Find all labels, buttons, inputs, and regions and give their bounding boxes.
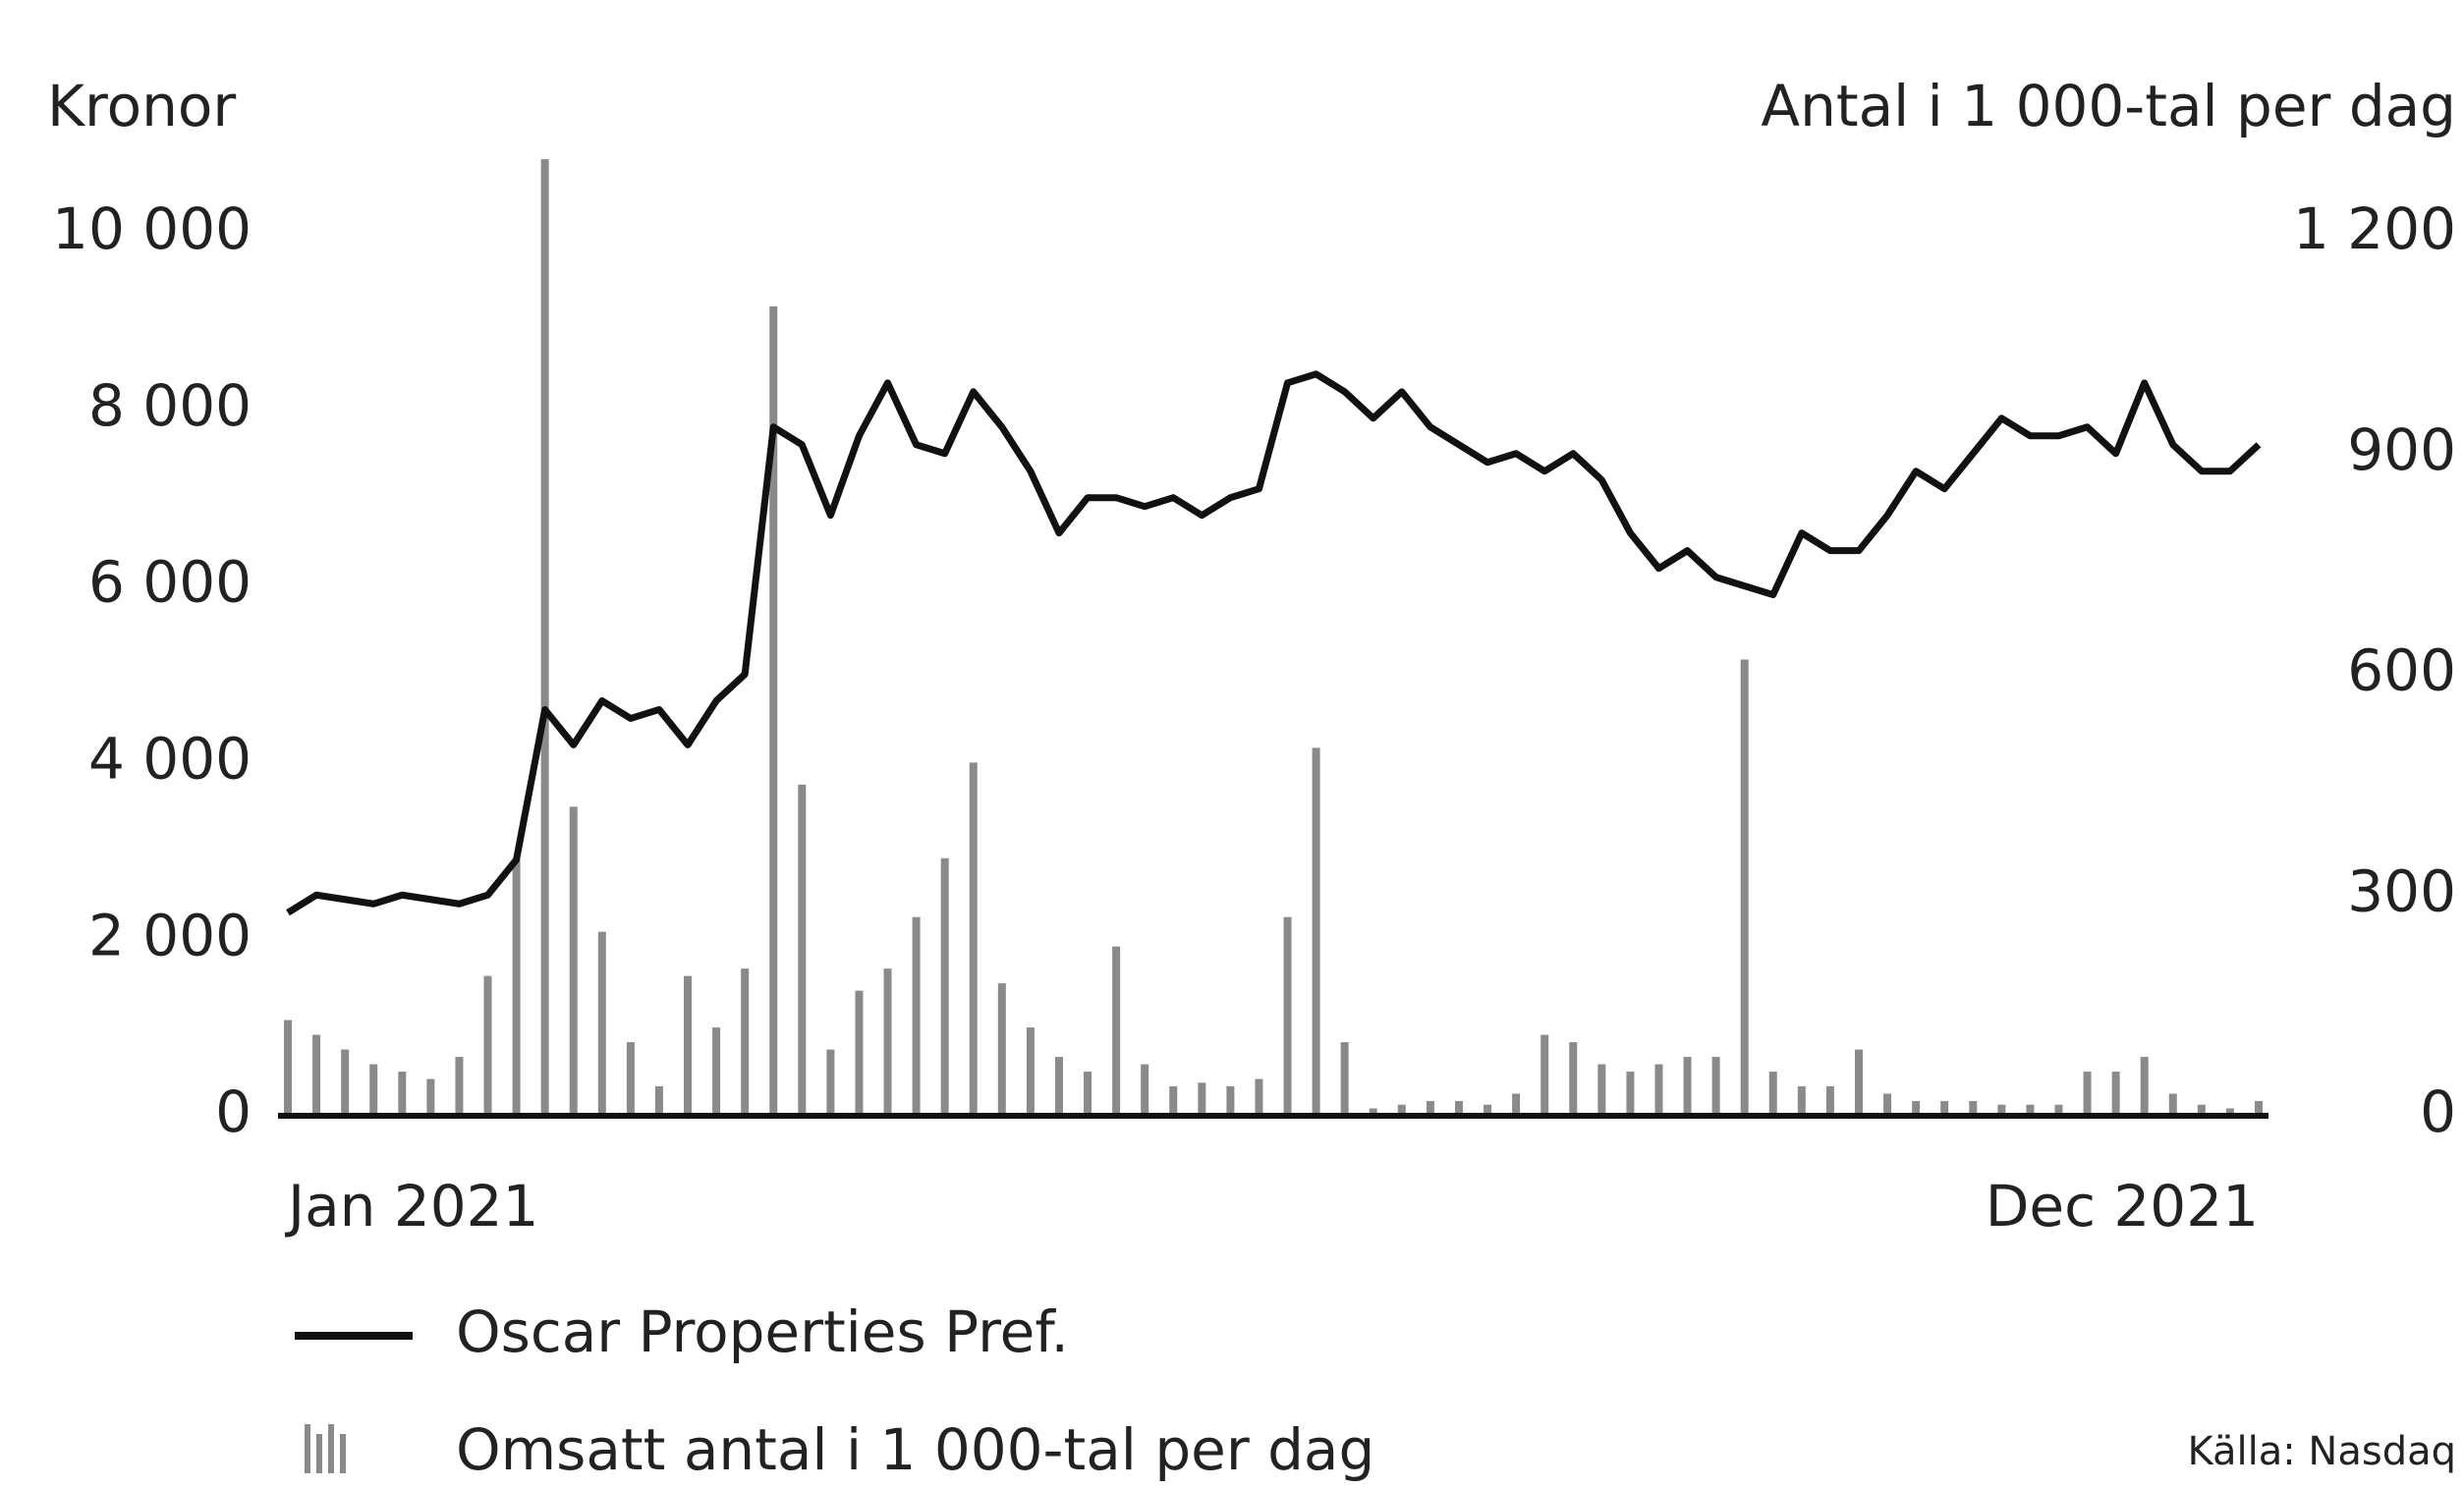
volume-bar	[969, 762, 978, 1116]
volume-bar	[1768, 1072, 1777, 1116]
price-line	[286, 370, 2262, 916]
volume-bar	[312, 1034, 321, 1116]
legend-swatch	[328, 1424, 334, 1473]
volume-bar	[426, 1078, 435, 1116]
volume-bar	[769, 305, 778, 1117]
volume-bar	[1312, 747, 1320, 1116]
volume-bar	[2197, 1104, 2206, 1116]
volume-bar	[712, 1027, 721, 1116]
legend-swatch	[316, 1434, 322, 1473]
volume-bar	[912, 916, 921, 1116]
volume-bar	[2083, 1072, 2092, 1116]
volume-bar	[940, 857, 949, 1116]
y2-tick-label: 1 200	[2293, 195, 2456, 262]
volume-bar	[1540, 1034, 1549, 1116]
volume-bar	[1825, 1086, 1834, 1116]
volume-bar	[369, 1064, 378, 1116]
volume-bar	[1940, 1101, 1949, 1116]
volume-bar	[483, 975, 492, 1116]
volume-bar	[1283, 916, 1292, 1116]
volume-bar	[1397, 1104, 1406, 1116]
x-tick-label: Jan 2021	[285, 1173, 538, 1240]
volume-bar	[1198, 1082, 1206, 1116]
volume-bar	[2140, 1057, 2149, 1116]
volume-bar	[1054, 1057, 1063, 1116]
volume-bar	[1141, 1064, 1149, 1116]
volume-bar	[1569, 1042, 1578, 1116]
volume-bar	[684, 975, 693, 1116]
y2-axis-title: Antal i 1 000-tal per dag	[1761, 73, 2456, 139]
volume-bar	[1797, 1086, 1806, 1116]
volume-bar	[855, 990, 864, 1116]
y-tick-label: 2 000	[88, 902, 252, 968]
volume-bar	[1084, 1072, 1092, 1116]
volume-bar	[2026, 1104, 2035, 1116]
legend-swatch	[305, 1424, 310, 1473]
volume-bar	[1740, 659, 1749, 1116]
volume-bar	[1255, 1078, 1263, 1116]
volume-bar	[540, 159, 549, 1117]
volume-bar	[654, 1086, 663, 1116]
volume-bar	[2225, 1108, 2234, 1116]
volume-bar	[1454, 1101, 1463, 1116]
x-tick-label: Dec 2021	[1986, 1173, 2259, 1240]
volume-bar	[2111, 1072, 2120, 1116]
legend-label: Oscar Properties Pref.	[456, 1298, 1069, 1365]
y-tick-label: 8 000	[88, 372, 252, 439]
volume-bar	[1969, 1101, 1978, 1116]
volume-bar	[1026, 1027, 1035, 1116]
volume-bar	[997, 983, 1006, 1116]
y-tick-label: 6 000	[88, 549, 252, 616]
volume-bar	[1883, 1093, 1892, 1116]
volume-bar	[1426, 1101, 1434, 1116]
volume-bar	[1484, 1104, 1492, 1116]
volume-bar	[798, 784, 807, 1116]
volume-bar	[741, 968, 750, 1116]
volume-bar	[398, 1072, 407, 1116]
volume-bar	[1169, 1086, 1178, 1116]
volume-bar	[284, 1020, 292, 1116]
volume-bar	[1226, 1086, 1235, 1116]
volume-bar	[1112, 946, 1121, 1116]
volume-bar	[1626, 1072, 1635, 1116]
y2-tick-label: 300	[2347, 857, 2456, 924]
volume-bar	[455, 1057, 464, 1116]
volume-bar	[1683, 1057, 1692, 1116]
y2-tick-label: 900	[2347, 416, 2456, 483]
volume-bar	[1854, 1049, 1863, 1116]
volume-bar	[1654, 1064, 1663, 1116]
volume-bar	[569, 806, 578, 1116]
volume-bar	[1512, 1093, 1521, 1116]
volume-bar	[1369, 1108, 1377, 1116]
volume-bar	[1340, 1042, 1349, 1116]
y-tick-label: 4 000	[88, 726, 252, 793]
volume-bar	[512, 857, 521, 1116]
y2-tick-label: 600	[2347, 637, 2456, 704]
y-tick-label: 10 000	[52, 195, 252, 262]
volume-bar	[826, 1049, 835, 1116]
volume-bar	[2054, 1104, 2063, 1116]
volume-bar	[2255, 1101, 2263, 1116]
legend-swatch	[340, 1434, 346, 1473]
y2-tick-label: 0	[2420, 1078, 2456, 1145]
legend-label: Omsatt antal i 1 000-tal per dag	[456, 1416, 1374, 1483]
volume-bar	[2168, 1093, 2177, 1116]
source: Källa: Nasdaq	[2187, 1429, 2456, 1474]
volume-bar	[1711, 1057, 1720, 1116]
volume-bar	[1597, 1064, 1606, 1116]
y-tick-label: 0	[215, 1078, 252, 1145]
volume-bar	[883, 968, 892, 1116]
volume-bar	[626, 1042, 635, 1116]
volume-bar	[1997, 1104, 2006, 1116]
volume-bar	[597, 931, 606, 1116]
y-axis-title: Kronor	[47, 73, 236, 139]
volume-bar	[1912, 1101, 1921, 1116]
volume-bar	[341, 1049, 350, 1116]
